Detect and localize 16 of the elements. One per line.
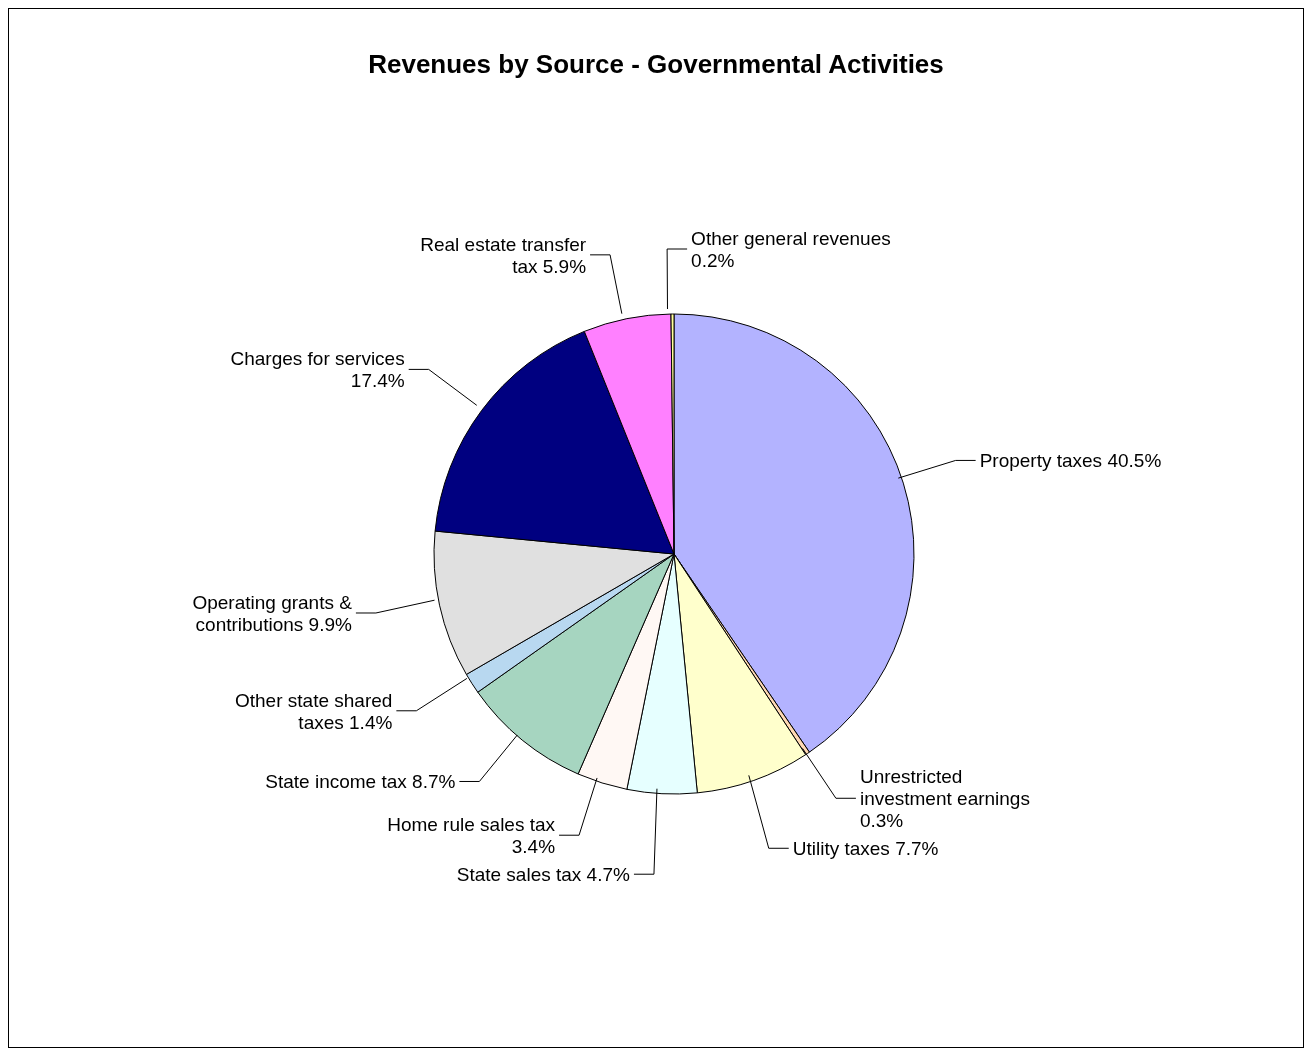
slice-label: Other general revenues <box>691 227 891 249</box>
slice-label: Charges for services <box>230 347 405 369</box>
slice-label: State sales tax 4.7% <box>456 863 631 885</box>
slice-label: State income tax 8.7% <box>265 770 456 792</box>
data-label: 0.3% <box>859 809 904 831</box>
data-label: 17.4% <box>350 369 405 391</box>
slice-label: Unrestricted investment earnings <box>859 765 1030 809</box>
slice-label: Operating grants & contributions 9.9% <box>192 591 353 635</box>
slice-label: Utility taxes 7.7% <box>792 837 939 859</box>
slice-label: Real estate transfer tax 5.9% <box>420 233 587 277</box>
slice-label: Property taxes 40.5% <box>979 449 1162 471</box>
slice-label: Home rule sales tax <box>387 813 556 835</box>
data-label: 3.4% <box>511 835 556 857</box>
slice-label: Other state shared taxes 1.4% <box>234 689 393 733</box>
chart-title: Revenues by Source - Governmental Activities <box>367 49 945 80</box>
data-label: 0.2% <box>691 249 735 271</box>
